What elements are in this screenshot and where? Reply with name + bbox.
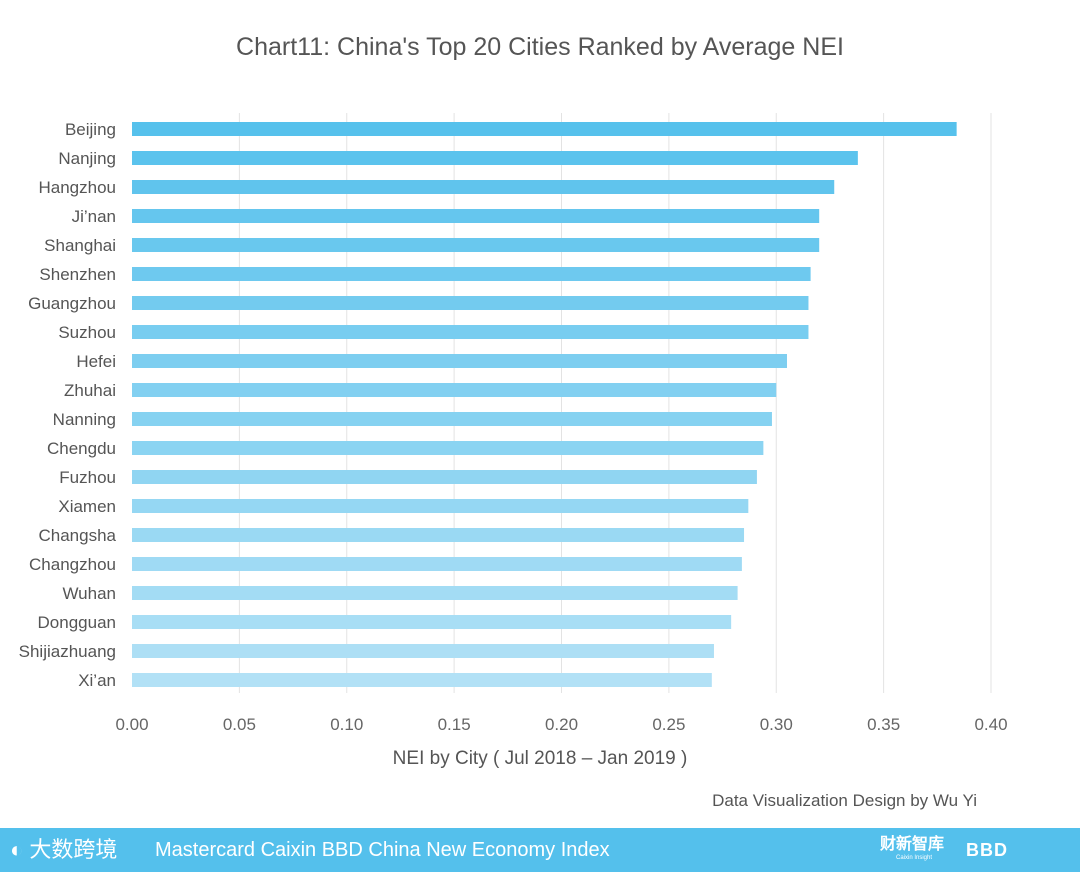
bar xyxy=(132,180,835,194)
design-credit: Data Visualization Design by Wu Yi xyxy=(712,791,977,810)
bar xyxy=(132,267,811,281)
city-label: Shijiazhuang xyxy=(19,642,116,661)
x-tick-label: 0.15 xyxy=(438,715,471,734)
bar xyxy=(132,470,757,484)
city-label: Changsha xyxy=(38,526,116,545)
bar xyxy=(132,644,714,658)
nei-bar-chart: Beijing Nanjing Hangzhou Ji’nan Shanghai Shen… xyxy=(19,113,1008,734)
x-tick-label: 0.00 xyxy=(115,715,148,734)
bar xyxy=(132,412,772,426)
x-tick-label: 0.05 xyxy=(223,715,256,734)
city-label: Nanning xyxy=(53,410,116,429)
bars xyxy=(132,122,957,687)
bar xyxy=(132,673,712,687)
city-label: Chengdu xyxy=(47,439,116,458)
bar xyxy=(132,325,809,339)
logo-mark-icon: ◐ xyxy=(10,837,24,862)
caixin-insight-logo: 财新智库 Caixin Insight xyxy=(880,836,944,862)
bar xyxy=(132,209,820,223)
logo-left-text: 大数跨境 xyxy=(29,837,118,862)
bar xyxy=(132,528,745,542)
city-labels: Beijing Nanjing Hangzhou Ji’nan Shanghai Shen… xyxy=(19,120,117,690)
city-label: Dongguan xyxy=(38,613,116,632)
bar xyxy=(132,296,809,310)
city-label: Suzhou xyxy=(58,323,116,342)
city-label: Xiamen xyxy=(58,497,116,516)
city-label: Nanjing xyxy=(58,149,116,168)
gridlines xyxy=(238,113,992,693)
x-tick-label: 0.10 xyxy=(330,715,363,734)
city-label: Wuhan xyxy=(62,584,116,603)
city-label: Changzhou xyxy=(29,555,116,574)
chart-title: Chart11: China's Top 20 Cities Ranked by… xyxy=(236,33,844,61)
footer-band: ◐ 大数跨境 Mastercard Caixin BBD China New E… xyxy=(0,828,1080,872)
city-label: Hefei xyxy=(76,352,116,371)
x-tick-label: 0.35 xyxy=(867,715,900,734)
city-label: Fuzhou xyxy=(59,468,116,487)
bar xyxy=(132,557,742,571)
x-axis-label: NEI by City ( Jul 2018 – Jan 2019 ) xyxy=(392,748,688,769)
x-tick-label: 0.20 xyxy=(545,715,578,734)
city-label: Xi’an xyxy=(78,671,116,690)
footer-title: Mastercard Caixin BBD China New Economy … xyxy=(155,839,610,861)
city-label: Ji’nan xyxy=(72,207,116,226)
x-tick-label: 0.25 xyxy=(652,715,685,734)
bar xyxy=(132,383,777,397)
x-tick-label: 0.40 xyxy=(974,715,1007,734)
caixin-logo-text: 财新智库 xyxy=(880,836,945,853)
caixin-logo-subtext: Caixin Insight xyxy=(896,855,933,861)
bar xyxy=(132,354,787,368)
bar xyxy=(132,586,738,600)
bar xyxy=(132,615,732,629)
city-label: Zhuhai xyxy=(64,381,116,400)
x-tick-label: 0.30 xyxy=(760,715,793,734)
x-tick-labels: 0.00 0.05 0.10 0.15 0.20 0.25 0.30 0.35 0.40 xyxy=(115,715,1007,734)
bar xyxy=(132,238,820,252)
city-label: Guangzhou xyxy=(28,294,116,313)
bar xyxy=(132,441,764,455)
bar xyxy=(132,122,957,136)
city-label: Beijing xyxy=(65,120,116,139)
dashujuajing-logo: ◐ 大数跨境 xyxy=(10,834,117,866)
city-label: Shanghai xyxy=(44,236,116,255)
city-label: Shenzhen xyxy=(39,265,116,284)
city-label: Hangzhou xyxy=(38,178,116,197)
bar xyxy=(132,151,858,165)
bbd-logo: BBD xyxy=(966,840,1008,860)
bar xyxy=(132,499,749,513)
